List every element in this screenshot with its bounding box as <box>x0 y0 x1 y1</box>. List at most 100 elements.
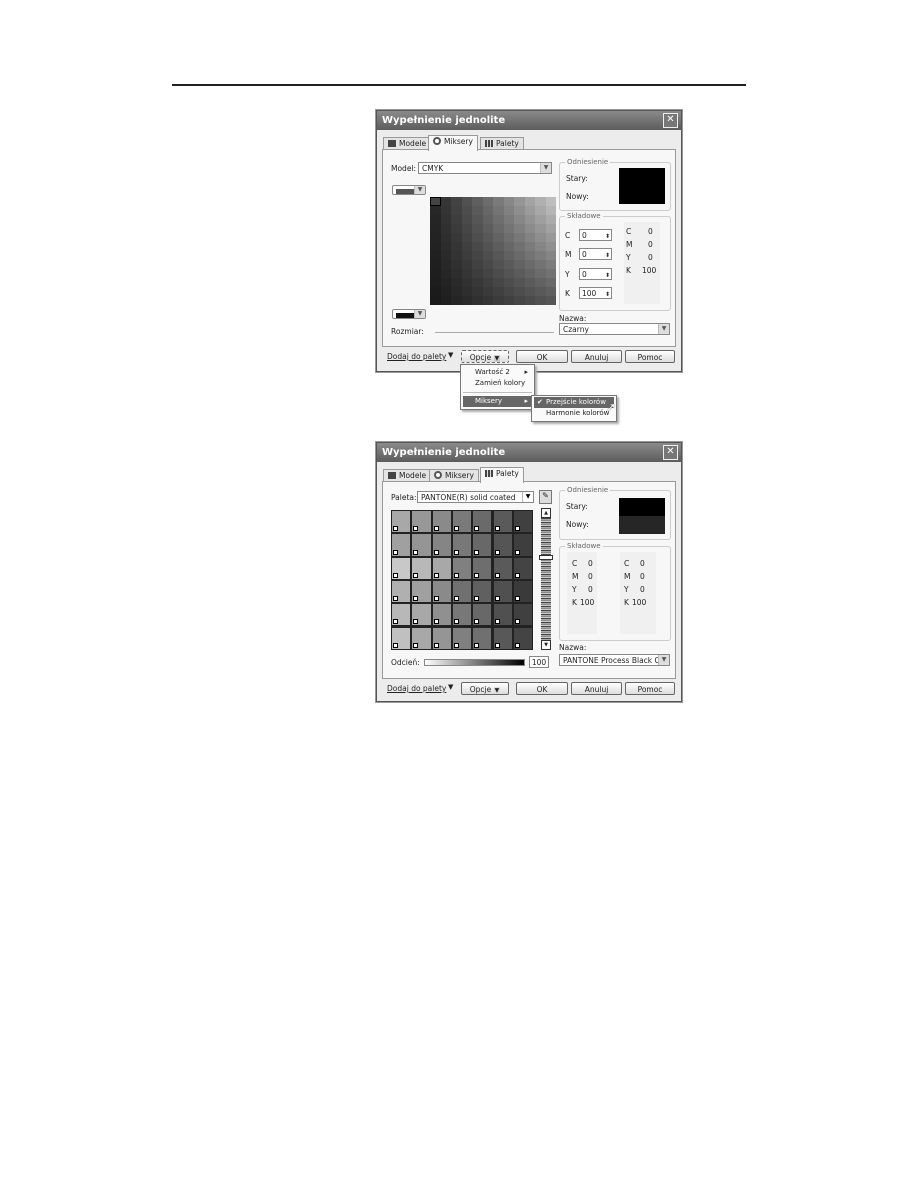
component-spinbox-k[interactable]: 100 ⬍ <box>579 287 612 299</box>
blend-cell[interactable] <box>524 269 536 279</box>
blend-cell[interactable] <box>514 251 525 261</box>
blend-cell[interactable] <box>430 233 441 243</box>
component-spinbox-y[interactable]: 0 ⬍ <box>579 268 612 280</box>
blend-cell[interactable] <box>451 269 462 279</box>
blend-cell[interactable] <box>461 287 473 297</box>
blend-cell[interactable] <box>535 278 546 288</box>
palette-swatch[interactable] <box>411 510 432 534</box>
blend-cell[interactable] <box>430 260 441 270</box>
palette-swatch[interactable] <box>411 603 432 627</box>
palette-swatch[interactable] <box>512 626 534 650</box>
blend-cell[interactable] <box>524 206 536 216</box>
blend-cell[interactable] <box>535 251 546 261</box>
blend-cell[interactable] <box>535 287 546 297</box>
blend-cell[interactable] <box>503 278 515 288</box>
palette-swatch[interactable] <box>411 626 432 650</box>
palette-swatch[interactable] <box>512 579 534 604</box>
ok-button[interactable]: OK <box>516 350 568 363</box>
blend-cell[interactable] <box>440 251 452 261</box>
blend-cell[interactable] <box>503 251 515 261</box>
palette-scrollbar[interactable]: ▲ ▼ <box>539 508 553 650</box>
palette-swatch-grid[interactable] <box>391 510 534 650</box>
help-button[interactable]: Pomoc <box>625 350 675 363</box>
name-select[interactable]: PANTONE Process Black C ▼ <box>559 654 670 666</box>
palette-swatch[interactable] <box>431 510 452 534</box>
blend-cell[interactable] <box>514 224 525 234</box>
blend-cell[interactable] <box>545 287 557 297</box>
blend-cell[interactable] <box>524 215 536 225</box>
blend-cell[interactable] <box>472 260 483 270</box>
blend-cell[interactable] <box>430 296 441 306</box>
blend-cell[interactable] <box>514 287 525 297</box>
blend-cell[interactable] <box>430 215 441 225</box>
blend-cell[interactable] <box>493 242 504 252</box>
blend-cell[interactable] <box>482 224 494 234</box>
options-button[interactable]: Opcje ▼ <box>461 682 509 695</box>
blend-cell[interactable] <box>503 296 515 306</box>
component-spinbox-m[interactable]: 0 ⬍ <box>579 248 612 260</box>
blend-cell[interactable] <box>440 242 452 252</box>
blend-cell[interactable] <box>472 224 483 234</box>
blend-cell[interactable] <box>535 224 546 234</box>
blend-cell[interactable] <box>451 242 462 252</box>
blend-cell[interactable] <box>482 242 494 252</box>
name-select[interactable]: Czarny ▼ <box>559 323 670 335</box>
blend-cell[interactable] <box>524 233 536 243</box>
blend-cell[interactable] <box>430 269 441 279</box>
blend-cell[interactable] <box>451 197 462 207</box>
blend-cell[interactable] <box>545 197 557 207</box>
palette-swatch[interactable] <box>451 579 473 604</box>
blend-cell[interactable] <box>524 242 536 252</box>
blend-cell[interactable] <box>430 224 441 234</box>
blend-cell[interactable] <box>461 197 473 207</box>
blend-cell[interactable] <box>440 260 452 270</box>
color-picker-top[interactable]: ▼ <box>392 185 426 195</box>
blend-cell[interactable] <box>493 287 504 297</box>
palette-swatch[interactable] <box>472 579 493 604</box>
palette-swatch[interactable] <box>411 533 432 557</box>
menu-item-color-blend[interactable]: ✔ Przejście kolorów <box>534 397 614 408</box>
blend-cell[interactable] <box>493 278 504 288</box>
palette-swatch[interactable] <box>492 603 513 627</box>
palette-swatch[interactable] <box>512 556 534 580</box>
palette-swatch[interactable] <box>451 603 473 627</box>
blend-cell[interactable] <box>545 296 557 306</box>
scroll-thumb[interactable] <box>539 555 553 560</box>
blend-cell[interactable] <box>482 296 494 306</box>
blend-cell[interactable] <box>482 269 494 279</box>
blend-cell[interactable] <box>545 242 557 252</box>
blend-cell[interactable] <box>535 233 546 243</box>
palette-swatch[interactable] <box>431 626 452 650</box>
blend-cell[interactable] <box>535 215 546 225</box>
palette-swatch[interactable] <box>492 533 513 557</box>
palette-swatch[interactable] <box>391 603 412 627</box>
palette-swatch[interactable] <box>512 533 534 557</box>
blend-cell[interactable] <box>482 278 494 288</box>
blend-cell[interactable] <box>482 206 494 216</box>
tint-input[interactable]: 100 <box>529 656 549 668</box>
palette-swatch[interactable] <box>451 626 473 650</box>
blend-cell[interactable] <box>514 215 525 225</box>
component-spinbox-c[interactable]: 0 ⬍ <box>579 229 612 241</box>
size-slider[interactable] <box>435 332 554 333</box>
blend-cell[interactable] <box>493 206 504 216</box>
palette-swatch[interactable] <box>492 579 513 604</box>
blend-cell[interactable] <box>503 215 515 225</box>
blend-cell[interactable] <box>524 224 536 234</box>
blend-cell[interactable] <box>514 260 525 270</box>
blend-cell[interactable] <box>514 269 525 279</box>
blend-cell[interactable] <box>524 296 536 306</box>
palette-swatch[interactable] <box>472 533 493 557</box>
blend-cell[interactable] <box>440 206 452 216</box>
palette-swatch[interactable] <box>451 510 473 534</box>
color-picker-bottom[interactable]: ▼ <box>392 309 426 319</box>
menu-item-swap-colors[interactable]: Zamień kolory <box>475 379 526 387</box>
blend-cell[interactable] <box>545 233 557 243</box>
help-button[interactable]: Pomoc <box>625 682 675 695</box>
blend-cell[interactable] <box>493 224 504 234</box>
palette-swatch[interactable] <box>391 556 412 580</box>
tab-modele[interactable]: Modele <box>383 469 432 482</box>
blend-cell[interactable] <box>535 206 546 216</box>
palette-swatch[interactable] <box>451 556 473 580</box>
blend-cell[interactable] <box>503 287 515 297</box>
